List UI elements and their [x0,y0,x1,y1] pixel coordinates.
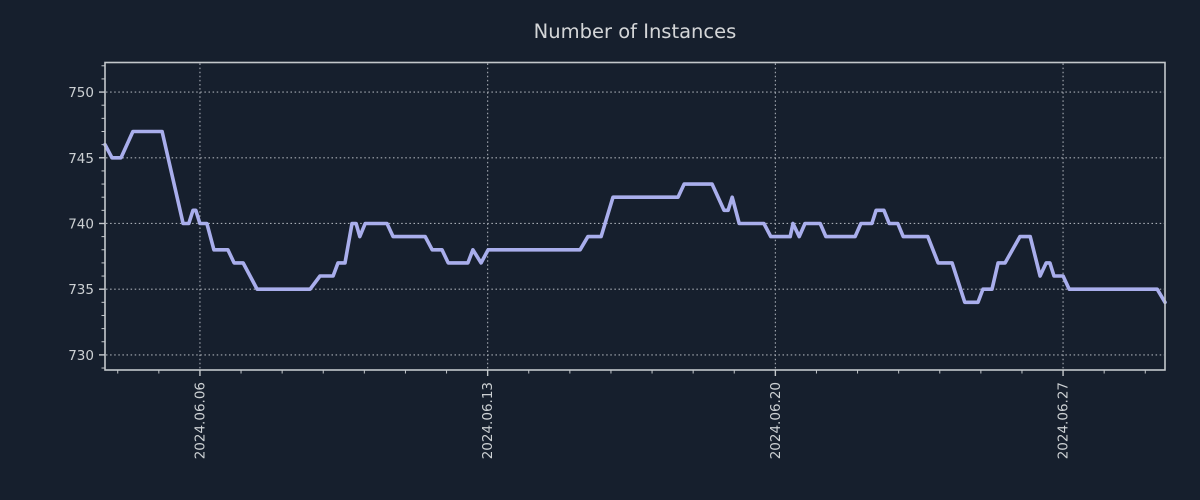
data-series-line [103,129,1167,305]
x-tick-label: 2024.06.20 [768,382,784,459]
x-tick-label: 2024.06.06 [192,382,208,459]
axis-tick-labels: 730 735 740 745 750 2024.06.06 2024.06.13 2024.… [68,85,1071,459]
y-tick-label: 750 [68,85,94,101]
chart-title: Number of Instances [534,20,737,43]
plot-frame [104,61,1166,371]
y-tick-label: 740 [68,216,94,232]
y-tick-label: 745 [68,151,94,167]
x-tick-label: 2024.06.13 [480,382,496,459]
y-tick-label: 735 [68,282,94,298]
x-tick-label: 2024.06.27 [1056,382,1072,459]
y-tick-label: 730 [68,348,94,364]
